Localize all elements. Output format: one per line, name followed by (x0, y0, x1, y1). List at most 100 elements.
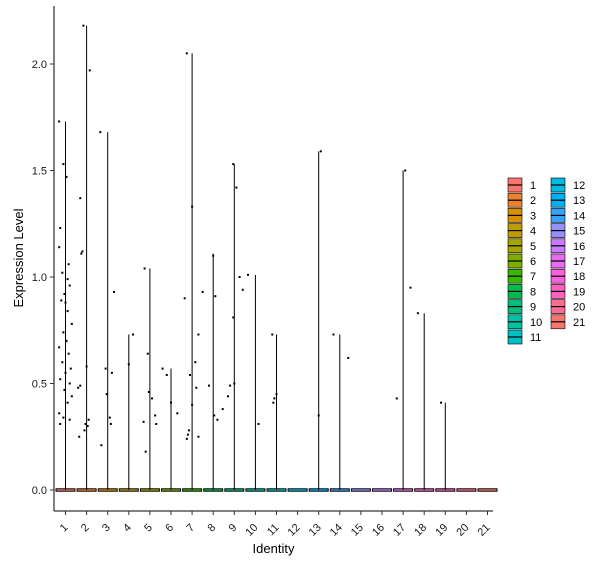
y-tick-label: 1.0 (32, 272, 47, 284)
data-point (83, 429, 86, 432)
y-axis-ticks: 0.0 0.5 1.0 1.5 2.0 (32, 59, 54, 497)
y-axis-title: Expression Level (11, 208, 26, 307)
violin-group-8 (203, 253, 224, 492)
legend-item: 5 (507, 238, 536, 254)
data-point (69, 367, 72, 370)
data-point (58, 412, 61, 415)
data-point (271, 333, 274, 336)
data-point (185, 437, 188, 440)
legend-label: 10 (530, 317, 542, 329)
plot-marks (55, 24, 498, 492)
legend-label: 14 (573, 210, 585, 222)
data-point (62, 163, 65, 166)
legend-label: 8 (530, 286, 536, 298)
legend-label: 19 (573, 286, 585, 298)
data-point (87, 418, 90, 421)
data-point (64, 301, 67, 304)
data-point (63, 388, 66, 391)
legend-item: 12 (550, 177, 585, 193)
data-point (186, 433, 189, 436)
legend-item: 10 (507, 314, 542, 330)
legend-item: 14 (550, 208, 585, 223)
legend-item: 18 (550, 268, 585, 284)
legend-label: 21 (573, 317, 585, 329)
legend-label: 18 (573, 271, 585, 283)
data-point (62, 416, 65, 419)
data-point (212, 254, 215, 257)
data-point (109, 422, 112, 425)
data-point (108, 416, 111, 419)
data-point (79, 197, 82, 200)
violin-group-21 (477, 488, 498, 492)
legend-label: 15 (573, 226, 585, 238)
data-point (257, 422, 260, 425)
legend-item: 15 (550, 223, 585, 238)
legend-item: 6 (507, 253, 536, 269)
data-point (80, 252, 83, 255)
data-point (185, 52, 188, 55)
data-point (144, 450, 147, 453)
data-point (235, 186, 238, 189)
data-point (404, 169, 407, 172)
legend-label: 12 (573, 180, 585, 192)
data-point (233, 382, 236, 385)
data-point (63, 293, 66, 296)
data-point (77, 386, 80, 389)
violin-group-7 (182, 52, 204, 492)
data-point (214, 295, 217, 298)
data-point (65, 175, 68, 178)
data-point (67, 352, 70, 355)
data-point (247, 273, 250, 276)
legend-label: 17 (573, 256, 585, 268)
data-point (272, 401, 275, 404)
data-point (88, 69, 91, 72)
data-point (409, 286, 412, 289)
data-point (59, 227, 62, 230)
legend-label: 5 (530, 241, 536, 253)
data-point (59, 422, 62, 425)
legend-label: 2 (530, 195, 536, 207)
data-point (68, 382, 71, 385)
x-tick-label: 2 (79, 522, 92, 535)
data-point (395, 397, 398, 400)
x-tick-label: 12 (286, 522, 303, 539)
x-tick-label: 10 (243, 522, 260, 539)
y-tick-label: 0.0 (32, 485, 47, 497)
violin-group-18 (414, 312, 435, 492)
data-point (238, 276, 241, 278)
data-point (347, 356, 350, 359)
data-point (81, 250, 84, 253)
data-point (201, 290, 204, 293)
violin-group-3 (97, 131, 118, 492)
data-point (105, 393, 108, 396)
data-point (154, 414, 157, 417)
data-point (147, 391, 150, 394)
legend-item: 4 (507, 223, 536, 238)
legend-item: 11 (507, 329, 541, 345)
data-point (58, 346, 61, 349)
x-tick-label: 7 (184, 522, 197, 535)
data-point (64, 371, 67, 374)
x-axis-ticks: 1 2 3 4 5 6 7 8 9 10 11 12 13 14 15 16 17 18 19 20 21 (58, 511, 493, 539)
legend-item: 17 (550, 253, 585, 269)
data-point (78, 435, 81, 438)
data-point (66, 401, 69, 404)
legend-item: 16 (550, 238, 585, 254)
violin-body (456, 488, 477, 492)
data-point (216, 418, 219, 421)
violin-group-14 (329, 333, 350, 492)
data-point (82, 24, 85, 27)
violin-group-6 (161, 367, 181, 492)
x-tick-label: 14 (328, 522, 345, 539)
violin-body (287, 488, 308, 492)
data-point (58, 120, 61, 123)
data-point (110, 371, 113, 374)
data-point (416, 312, 419, 315)
x-tick-label: 16 (370, 522, 387, 539)
violin-group-1 (55, 120, 76, 492)
x-tick-label: 5 (142, 522, 155, 535)
violin-group-16 (372, 488, 392, 492)
data-point (58, 246, 61, 249)
data-point (70, 322, 73, 325)
